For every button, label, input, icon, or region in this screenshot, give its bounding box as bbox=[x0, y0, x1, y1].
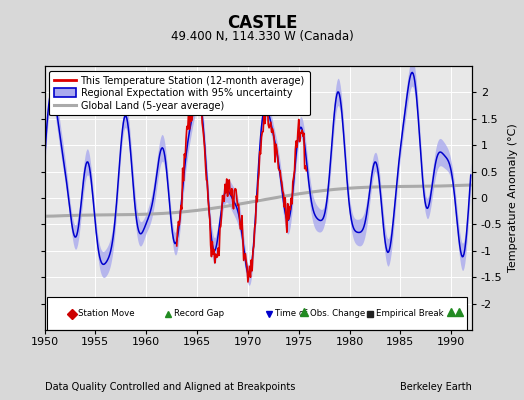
Text: Data Quality Controlled and Aligned at Breakpoints: Data Quality Controlled and Aligned at B… bbox=[45, 382, 295, 392]
Text: Berkeley Earth: Berkeley Earth bbox=[400, 382, 472, 392]
Text: Empirical Break: Empirical Break bbox=[376, 309, 444, 318]
Text: 49.400 N, 114.330 W (Canada): 49.400 N, 114.330 W (Canada) bbox=[171, 30, 353, 43]
Text: Time of Obs. Change: Time of Obs. Change bbox=[275, 309, 366, 318]
Y-axis label: Temperature Anomaly (°C): Temperature Anomaly (°C) bbox=[508, 124, 518, 272]
FancyBboxPatch shape bbox=[47, 297, 466, 330]
Legend: This Temperature Station (12-month average), Regional Expectation with 95% uncer: This Temperature Station (12-month avera… bbox=[49, 71, 310, 116]
Text: Record Gap: Record Gap bbox=[174, 309, 225, 318]
Text: Station Move: Station Move bbox=[78, 309, 135, 318]
Text: CASTLE: CASTLE bbox=[227, 14, 297, 32]
